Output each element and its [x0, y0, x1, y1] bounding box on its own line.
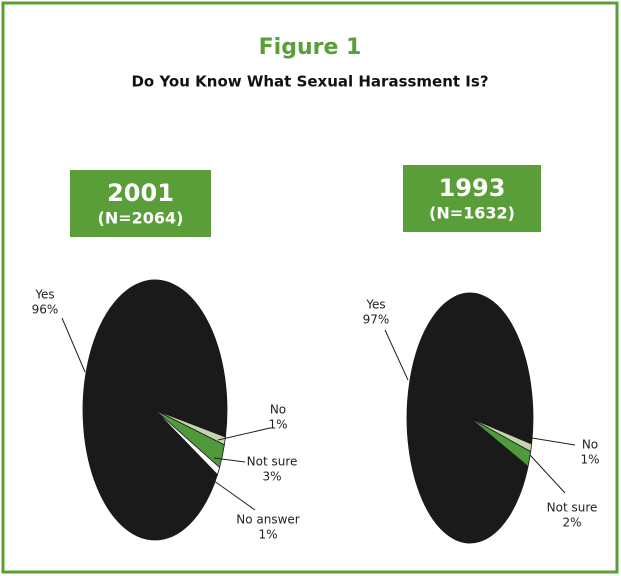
figure-title: Figure 1	[259, 35, 362, 60]
pie-slice	[469, 417, 532, 468]
pie-slice	[154, 409, 221, 476]
slice-category: Yes	[34, 288, 54, 302]
slice-category: No	[270, 403, 286, 417]
leader-line	[61, 317, 86, 373]
leader-line	[213, 457, 246, 463]
slice-category: Yes	[365, 298, 385, 312]
year-title: 1993	[439, 174, 506, 202]
slice-category: Not sure	[247, 455, 298, 469]
leader-line	[384, 329, 409, 381]
leader-line	[531, 437, 576, 446]
slice-value: 1%	[268, 418, 287, 432]
sample-size: (N=1632)	[429, 204, 515, 223]
slice-value: 97%	[363, 313, 390, 327]
slice-value: 2%	[562, 516, 581, 530]
year-title: 2001	[107, 179, 174, 207]
year-box	[70, 170, 211, 237]
slice-category: No answer	[236, 513, 300, 527]
leader-line	[217, 427, 271, 441]
slice-value: 1%	[580, 453, 599, 467]
leader-line	[209, 477, 256, 511]
sample-size: (N=2064)	[98, 209, 184, 228]
year-box	[403, 165, 541, 232]
slice-value: 1%	[258, 528, 277, 542]
slice-category: No	[582, 438, 598, 452]
figure-subtitle: Do You Know What Sexual Harassment Is?	[131, 73, 488, 91]
slice-value: 96%	[32, 303, 59, 317]
slice-value: 3%	[262, 470, 281, 484]
leader-line	[529, 454, 566, 494]
slice-category: Not sure	[547, 501, 598, 515]
